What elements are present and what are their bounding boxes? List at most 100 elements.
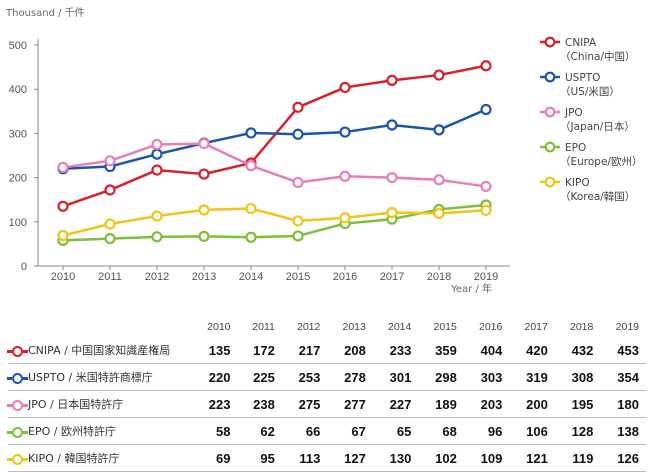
legend-label-cnipa: CNIPA — [565, 37, 597, 49]
data-point-uspto — [388, 121, 397, 130]
table-cell: 66 — [282, 418, 328, 445]
data-point-kipo — [341, 213, 350, 222]
table-cell: 102 — [418, 445, 464, 472]
legend-label-uspto: USPTO — [565, 72, 600, 84]
data-point-uspto — [435, 125, 444, 134]
table-cell: 96 — [464, 418, 510, 445]
table-year-header: 2016 — [464, 317, 510, 337]
data-point-epo — [106, 234, 115, 243]
table-cell: 301 — [373, 364, 419, 391]
table-row: KIPO / 韓国特許庁6995113127130102109121119126 — [8, 445, 646, 472]
table-cell: 172 — [238, 337, 282, 364]
table-cell: 65 — [373, 418, 419, 445]
data-point-cnipa — [388, 76, 397, 85]
table-cell: 233 — [373, 337, 419, 364]
table-cell: 138 — [600, 418, 646, 445]
x-tick-label: 2018 — [427, 271, 451, 283]
data-point-epo — [294, 231, 303, 240]
data-point-kipo — [247, 204, 256, 213]
row-label: CNIPA / 中国国家知識産権局 — [8, 337, 192, 364]
y-tick-label: 100 — [9, 217, 27, 229]
x-tick-label: 2015 — [286, 271, 310, 283]
series-line-epo — [63, 205, 486, 240]
legend-sublabel-epo: （Europe/欧州） — [560, 156, 642, 168]
data-point-uspto — [294, 130, 303, 139]
data-point-cnipa — [59, 202, 68, 211]
row-label-text: KIPO / 韓国特許庁 — [28, 452, 119, 465]
x-tick-label: 2019 — [474, 271, 498, 283]
table-cell: 58 — [192, 418, 238, 445]
table-cell: 223 — [192, 391, 238, 418]
table-cell: 127 — [327, 445, 373, 472]
x-tick-label: 2010 — [51, 271, 75, 283]
data-point-jpo — [435, 175, 444, 184]
y-tick-label: 300 — [9, 128, 27, 140]
row-label: JPO / 日本国特許庁 — [8, 391, 192, 418]
table-cell: 128 — [555, 418, 601, 445]
data-point-epo — [247, 233, 256, 242]
data-point-kipo — [153, 212, 162, 221]
data-point-uspto — [247, 128, 256, 137]
series-line-jpo — [63, 144, 486, 187]
y-tick-label: 200 — [9, 173, 27, 185]
legend-marker-jpo — [546, 108, 555, 117]
table-cell: 308 — [555, 364, 601, 391]
legend-label-epo: EPO — [565, 142, 586, 154]
data-point-epo — [153, 232, 162, 241]
table-cell: 109 — [464, 445, 510, 472]
table-cell: 432 — [555, 337, 601, 364]
table-cell: 227 — [373, 391, 419, 418]
legend-marker-epo — [546, 143, 555, 152]
data-point-cnipa — [106, 185, 115, 194]
legend-marker-kipo — [546, 178, 555, 187]
table-cell: 277 — [327, 391, 373, 418]
series-line-kipo — [63, 209, 486, 236]
x-tick-label: 2012 — [145, 271, 169, 283]
row-label-text: EPO / 欧州特許庁 — [28, 425, 116, 438]
table-year-header: 2012 — [282, 317, 328, 337]
table-cell: 67 — [327, 418, 373, 445]
table-cell: 106 — [509, 418, 555, 445]
table-row: EPO / 欧州特許庁 58626667656896106128138 — [8, 418, 646, 445]
table-year-header: 2014 — [373, 317, 419, 337]
series-line-uspto — [63, 110, 486, 169]
table-cell: 135 — [192, 337, 238, 364]
data-point-cnipa — [153, 166, 162, 175]
data-point-cnipa — [294, 103, 303, 112]
data-point-jpo — [247, 161, 256, 170]
table-cell: 62 — [238, 418, 282, 445]
table-cell: 217 — [282, 337, 328, 364]
data-point-jpo — [294, 178, 303, 187]
table-cell: 208 — [327, 337, 373, 364]
row-label: EPO / 欧州特許庁 — [8, 418, 192, 445]
table-year-header: 2011 — [238, 317, 282, 337]
table-cell: 225 — [238, 364, 282, 391]
table-cell: 180 — [600, 391, 646, 418]
x-tick-label: 2017 — [380, 271, 404, 283]
series-line-cnipa — [63, 66, 486, 207]
table-year-header: 2015 — [418, 317, 464, 337]
row-label-text: USPTO / 米国特許商標庁 — [28, 371, 153, 384]
table-cell: 238 — [238, 391, 282, 418]
legend-label-kipo: KIPO — [565, 177, 590, 189]
row-label-text: CNIPA / 中国国家知識産権局 — [28, 344, 170, 357]
y-tick-label: 500 — [9, 40, 27, 52]
legend-label-jpo: JPO — [564, 107, 583, 119]
data-point-kipo — [482, 206, 491, 215]
table-row: USPTO / 米国特許商標庁2202252532783012983033193… — [8, 364, 646, 391]
table-cell: 121 — [509, 445, 555, 472]
table-year-header: 2010 — [192, 317, 238, 337]
table-cell: 95 — [238, 445, 282, 472]
table-cell: 113 — [282, 445, 328, 472]
legend-sublabel-uspto: （US/米国） — [560, 85, 620, 98]
data-point-cnipa — [341, 83, 350, 92]
line-chart: 0100200300400500201020112012201320142015… — [0, 0, 650, 300]
table-cell: 453 — [600, 337, 646, 364]
table-cell: 68 — [418, 418, 464, 445]
table-cell: 319 — [509, 364, 555, 391]
y-tick-label: 0 — [21, 261, 27, 273]
table-cell: 130 — [373, 445, 419, 472]
table-cell: 119 — [555, 445, 601, 472]
y-tick-label: 400 — [9, 84, 27, 96]
series-marker-icon — [12, 400, 23, 411]
